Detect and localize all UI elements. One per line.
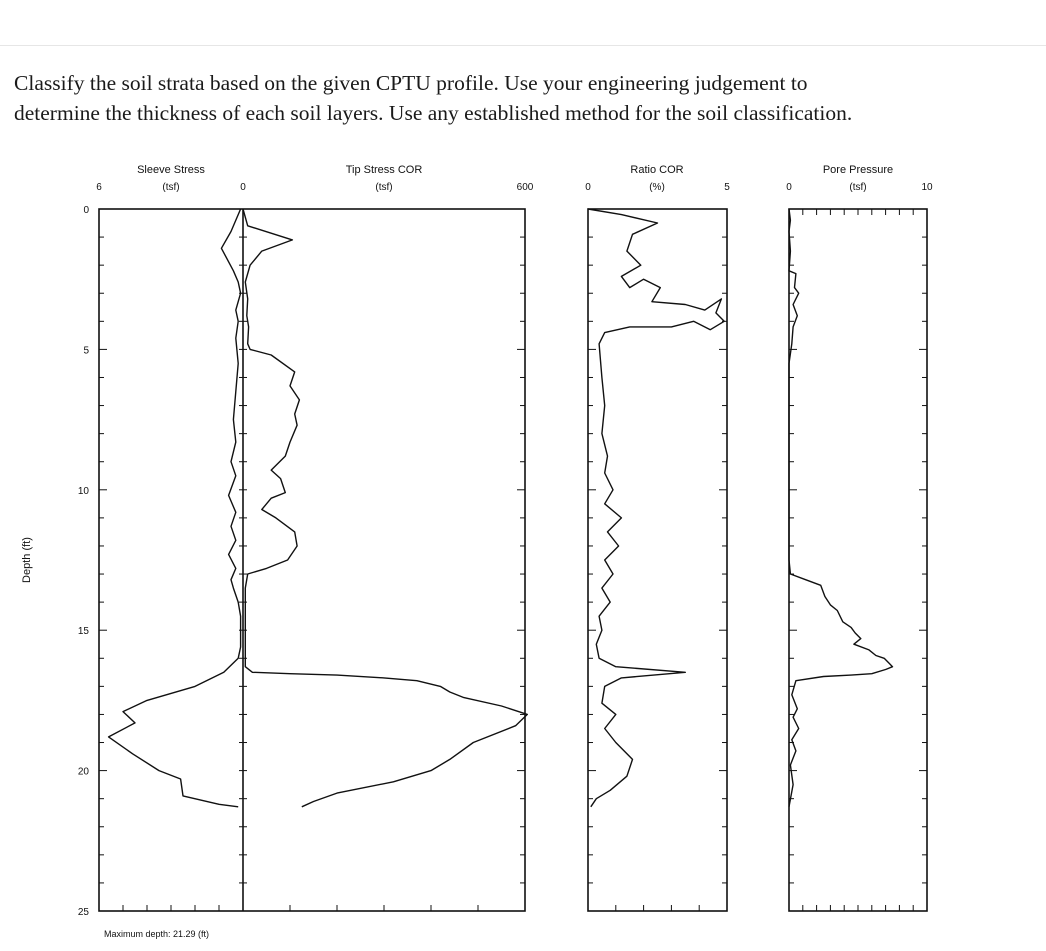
question-line-2: determine the thickness of each soil lay… <box>14 101 853 125</box>
depth-tick-label: 25 <box>78 907 90 918</box>
ratio-cor-line <box>587 208 725 808</box>
axes-layer <box>98 208 928 912</box>
depth-tick-label: 15 <box>78 626 90 637</box>
depth-tick-label: 20 <box>78 767 90 778</box>
labels-layer: Sleeve Stress (tsf) 6 0 Tip Stress COR (tsf) 6… <box>21 164 933 939</box>
maximum-depth-note: Maximum depth: 21.29 (ft) <box>104 929 209 939</box>
panel-3-frame <box>788 208 928 912</box>
ratio-cor-tick-label: 0 <box>585 182 591 193</box>
depth-axis-label: Depth (ft) <box>21 537 33 583</box>
depth-tick-label: 10 <box>78 486 90 497</box>
depth-tick-label: 0 <box>83 205 89 216</box>
sleeve-stress-line <box>107 208 242 808</box>
pore-pressure-line <box>788 208 894 807</box>
cptu-profile-figure: Sleeve Stress (tsf) 6 0 Tip Stress COR (tsf) 6… <box>21 164 933 939</box>
curves-layer <box>107 208 894 808</box>
tip-stress-title: Tip Stress COR <box>346 164 423 176</box>
ratio-cor-title: Ratio COR <box>630 164 683 176</box>
pore-pressure-tick-label: 10 <box>921 182 933 193</box>
tip-stress-line <box>242 208 528 808</box>
tip-stress-unit: (tsf) <box>375 182 392 193</box>
panel-2-frame <box>587 208 728 912</box>
depth-tick-label: 5 <box>83 345 89 356</box>
tip-stress-tick-label: 600 <box>517 182 534 193</box>
panel-1-frame <box>98 208 526 912</box>
pore-pressure-unit: (tsf) <box>849 182 866 193</box>
pore-pressure-title: Pore Pressure <box>823 164 893 176</box>
question-text: Classify the soil strata based on the gi… <box>14 68 1034 128</box>
ratio-cor-unit: (%) <box>649 182 665 193</box>
pore-pressure-tick-label: 0 <box>786 182 792 193</box>
question-line-1: Classify the soil strata based on the gi… <box>14 71 808 95</box>
ratio-cor-tick-label: 5 <box>724 182 730 193</box>
sleeve-stress-tick-label: 6 <box>96 182 102 193</box>
top-divider <box>0 45 1046 46</box>
sleeve-stress-unit: (tsf) <box>162 182 179 193</box>
sleeve-stress-tick-label: 0 <box>240 182 246 193</box>
sleeve-stress-title: Sleeve Stress <box>137 164 205 176</box>
